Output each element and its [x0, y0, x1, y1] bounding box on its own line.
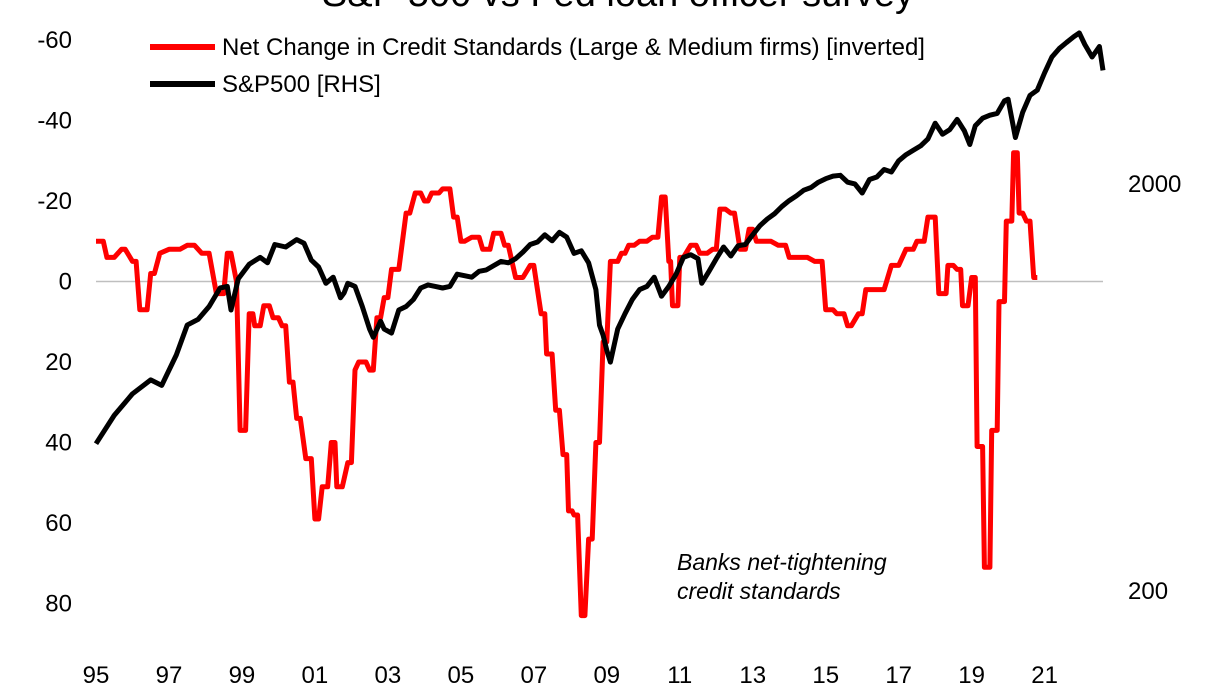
left-axis-tick-label: -40 [37, 108, 72, 135]
series-line-sp500 [93, 30, 1106, 446]
annotation: Banks net-tightening credit standards [677, 549, 887, 604]
x-axis-tick-label: 19 [958, 662, 985, 689]
left-axis-tick-label: 60 [45, 510, 72, 537]
left-axis-tick-label: 0 [59, 269, 72, 296]
right-axis-tick-label: 200 [1128, 578, 1168, 605]
annotation-line-1: Banks net-tightening [677, 549, 887, 575]
x-axis-tick-label: 03 [375, 662, 402, 689]
annotation-line-2: credit standards [677, 578, 841, 604]
left-axis-tick-label: 40 [45, 430, 72, 457]
left-axis-tick-label: -60 [37, 27, 72, 54]
legend-label-credit: Net Change in Credit Standards (Large & … [222, 34, 925, 61]
x-axis-tick-label: 13 [739, 662, 766, 689]
legend-label-spx: S&P500 [RHS] [222, 71, 381, 98]
x-axis-tick-label: 21 [1031, 662, 1058, 689]
x-axis-tick-label: 97 [156, 662, 183, 689]
left-axis: -60 -40 -20 0 20 40 60 80 [37, 27, 72, 618]
x-axis: 95 97 99 01 03 05 07 09 11 13 15 17 19 21 [83, 662, 1058, 689]
right-axis-tick-label: 2000 [1128, 171, 1181, 198]
left-axis-tick-label: -20 [37, 188, 72, 215]
x-axis-tick-label: 01 [302, 662, 329, 689]
x-axis-tick-label: 05 [448, 662, 475, 689]
x-axis-tick-label: 17 [885, 662, 912, 689]
x-axis-tick-label: 09 [593, 662, 620, 689]
x-axis-tick-label: 11 [667, 662, 692, 689]
left-axis-tick-label: 20 [45, 349, 72, 376]
x-axis-tick-label: 15 [812, 662, 839, 689]
series-line-credit-standards [96, 150, 1038, 619]
legend: Net Change in Credit Standards (Large & … [150, 34, 925, 98]
x-axis-tick-label: 95 [83, 662, 110, 689]
left-axis-tick-label: 80 [45, 591, 72, 618]
x-axis-tick-label: 07 [520, 662, 547, 689]
right-axis: 2000 200 [1128, 171, 1181, 605]
x-axis-tick-label: 99 [229, 662, 256, 689]
chart-title: S&P 500 vs Fed loan officer survey [322, 0, 914, 15]
